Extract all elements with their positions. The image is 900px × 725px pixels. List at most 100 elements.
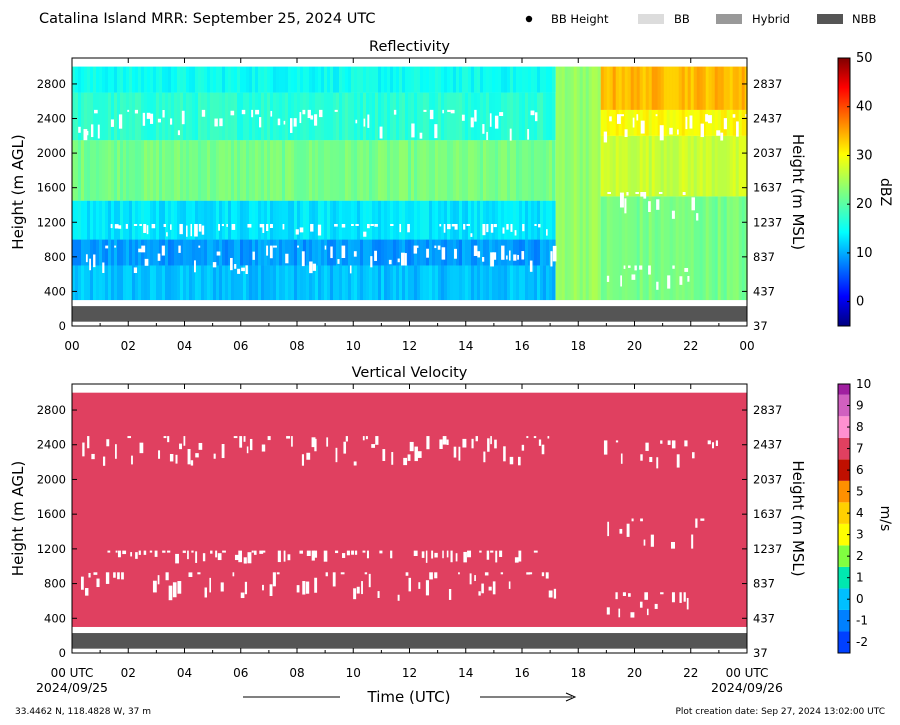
heatmap-cell [459,200,462,240]
colorbar-tick-label: 10 [856,377,871,391]
heatmap-cell [600,135,604,197]
heatmap-cell [630,196,634,301]
heatmap-cell [75,239,78,266]
heatmap-cell [633,66,637,110]
missing-data-gap [705,114,709,122]
heatmap-cell [678,109,682,136]
missing-data-gap [648,265,651,275]
heatmap-cell [438,265,441,301]
heatmap-cell [303,265,306,301]
heatmap-cell [327,265,330,301]
heatmap-cell [708,135,712,197]
heatmap-cell [342,66,345,93]
heatmap-cell [252,265,255,301]
heatmap-cell [537,200,540,240]
heatmap-cell [330,140,333,201]
heatmap-cell [351,265,354,301]
missing-data-gap [492,252,497,260]
missing-data-gap [182,550,186,553]
heatmap-cell [675,196,679,301]
heatmap-cell [237,66,240,93]
heatmap-cell [387,140,390,201]
heatmap-cell [357,66,360,93]
heatmap-cell [213,239,216,266]
heatmap-cell [129,239,132,266]
heatmap-cell [309,200,312,240]
heatmap-cell [543,66,546,93]
heatmap-cell [360,92,363,141]
heatmap-cell [252,92,255,141]
heatmap-cell [195,140,198,201]
heatmap-cell [510,200,513,240]
y-tick-label: 800 [44,250,66,264]
heatmap-cell [315,200,318,240]
heatmap-cell [234,66,237,93]
heatmap-cell [219,140,222,201]
heatmap-cell [336,239,339,266]
y-right-tick-label: 2437 [753,438,782,452]
heatmap-cell [243,92,246,141]
footer-location: 33.4462 N, 118.4828 W, 37 m [15,707,151,717]
heatmap-cell [549,200,552,240]
missing-data-gap [534,112,538,122]
heatmap-cell [441,66,444,93]
legend-item-bb: BB [638,12,690,26]
heatmap-cell [702,66,706,110]
heatmap-cell [432,239,435,266]
heatmap-cell [87,239,90,266]
heatmap-cell [393,66,396,93]
heatmap-cell [744,135,748,197]
missing-data-gap [346,550,350,556]
heatmap-cell [75,265,78,301]
heatmap-cell [471,66,474,93]
missing-data-gap [474,109,477,122]
heatmap-cell [681,66,685,110]
missing-data-gap [261,444,266,452]
missing-data-gap [503,446,506,462]
heatmap-cell [369,140,372,201]
heatmap-cell [429,140,432,201]
heatmap-cell [399,265,402,301]
missing-data-gap [547,436,550,439]
missing-data-gap [691,197,695,211]
legend-swatch [716,14,742,24]
heatmap-cell [267,140,270,201]
heatmap-cell [186,92,189,141]
heatmap-cell [636,135,640,197]
missing-data-gap [411,123,415,138]
missing-data-gap [370,223,374,226]
heatmap-cell [111,200,114,240]
missing-data-gap [487,438,490,452]
missing-data-gap [639,265,643,270]
heatmap-cell [618,66,622,110]
heatmap-cell [126,92,129,141]
heatmap-cell [336,66,339,93]
heatmap-cell [192,200,195,240]
missing-data-gap [259,223,264,228]
missing-data-gap [603,131,608,143]
heatmap-cell [288,200,291,240]
heatmap-cell [438,200,441,240]
heatmap-cell [222,92,225,141]
heatmap-cell [456,265,459,301]
heatmap-cell [462,66,465,93]
legend-label: BB [674,12,690,26]
missing-data-gap [166,232,168,237]
heatmap-cell [510,92,513,141]
missing-data-gap [194,223,198,237]
heatmap-cell [735,135,739,197]
y-tick-label: 1200 [37,215,66,229]
heatmap-cell [408,265,411,301]
colorbar-segment [838,459,850,481]
missing-data-gap [684,440,688,447]
missing-data-gap [514,230,517,236]
heatmap-cell [285,92,288,141]
heatmap-cell [339,66,342,93]
heatmap-cell [489,265,492,301]
heatmap-cell [393,265,396,301]
heatmap-cell [246,66,249,93]
missing-data-gap [377,591,380,598]
heatmap-cell [510,265,513,301]
heatmap-cell [462,265,465,301]
heatmap-cell [102,265,105,301]
